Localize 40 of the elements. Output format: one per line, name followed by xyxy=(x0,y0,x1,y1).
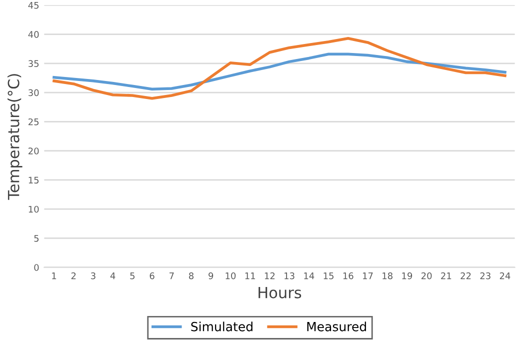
x-tick-label: 15 xyxy=(324,272,334,280)
x-tick-label: 6 xyxy=(150,272,154,280)
x-tick-label: 11 xyxy=(245,272,255,280)
x-tick-label: 10 xyxy=(226,272,236,280)
x-tick-label: 2 xyxy=(71,272,76,280)
x-tick-label: 16 xyxy=(343,272,354,280)
line-series xyxy=(52,36,506,100)
y-axis-title: Temperature(°C) xyxy=(8,74,22,200)
x-tick-label: 4 xyxy=(110,272,116,280)
x-tick-label: 12 xyxy=(264,272,275,280)
y-tick-label: 35 xyxy=(28,60,39,67)
y-tick-label: 5 xyxy=(34,235,39,242)
x-tick-label: 7 xyxy=(170,272,174,280)
x-tick-label: 21 xyxy=(441,272,452,280)
x-tick-label: 13 xyxy=(284,272,294,280)
legend-label: Measured xyxy=(307,322,366,332)
x-tick-label: 8 xyxy=(189,272,194,280)
x-tick-label: 18 xyxy=(382,272,392,280)
y-tick-label: 15 xyxy=(28,176,39,184)
line-series xyxy=(52,52,506,90)
y-tick-label: 10 xyxy=(28,206,39,213)
x-tick-label: 17 xyxy=(362,272,373,280)
y-tick-label: 25 xyxy=(28,118,39,126)
x-tick-label: 14 xyxy=(304,272,314,280)
y-tick-label: 40 xyxy=(28,31,39,38)
x-axis-title: Hours xyxy=(258,287,302,298)
legend-label: Simulated xyxy=(191,322,252,332)
x-tick-label: 24 xyxy=(500,272,510,280)
x-tick-label: 9 xyxy=(208,272,214,280)
y-tick-label: 0 xyxy=(34,264,39,271)
y-tick-label: 20 xyxy=(28,148,39,154)
x-tick-label: 3 xyxy=(91,272,96,280)
y-tick-label: 45 xyxy=(28,2,39,9)
x-tick-label: 22 xyxy=(460,272,471,280)
y-tick-label: 30 xyxy=(28,89,39,96)
x-tick-label: 19 xyxy=(402,272,412,280)
x-tick-label: 20 xyxy=(421,272,432,280)
x-tick-label: 1 xyxy=(52,272,56,280)
x-tick-label: 23 xyxy=(480,272,490,280)
x-tick-label: 5 xyxy=(130,272,135,280)
